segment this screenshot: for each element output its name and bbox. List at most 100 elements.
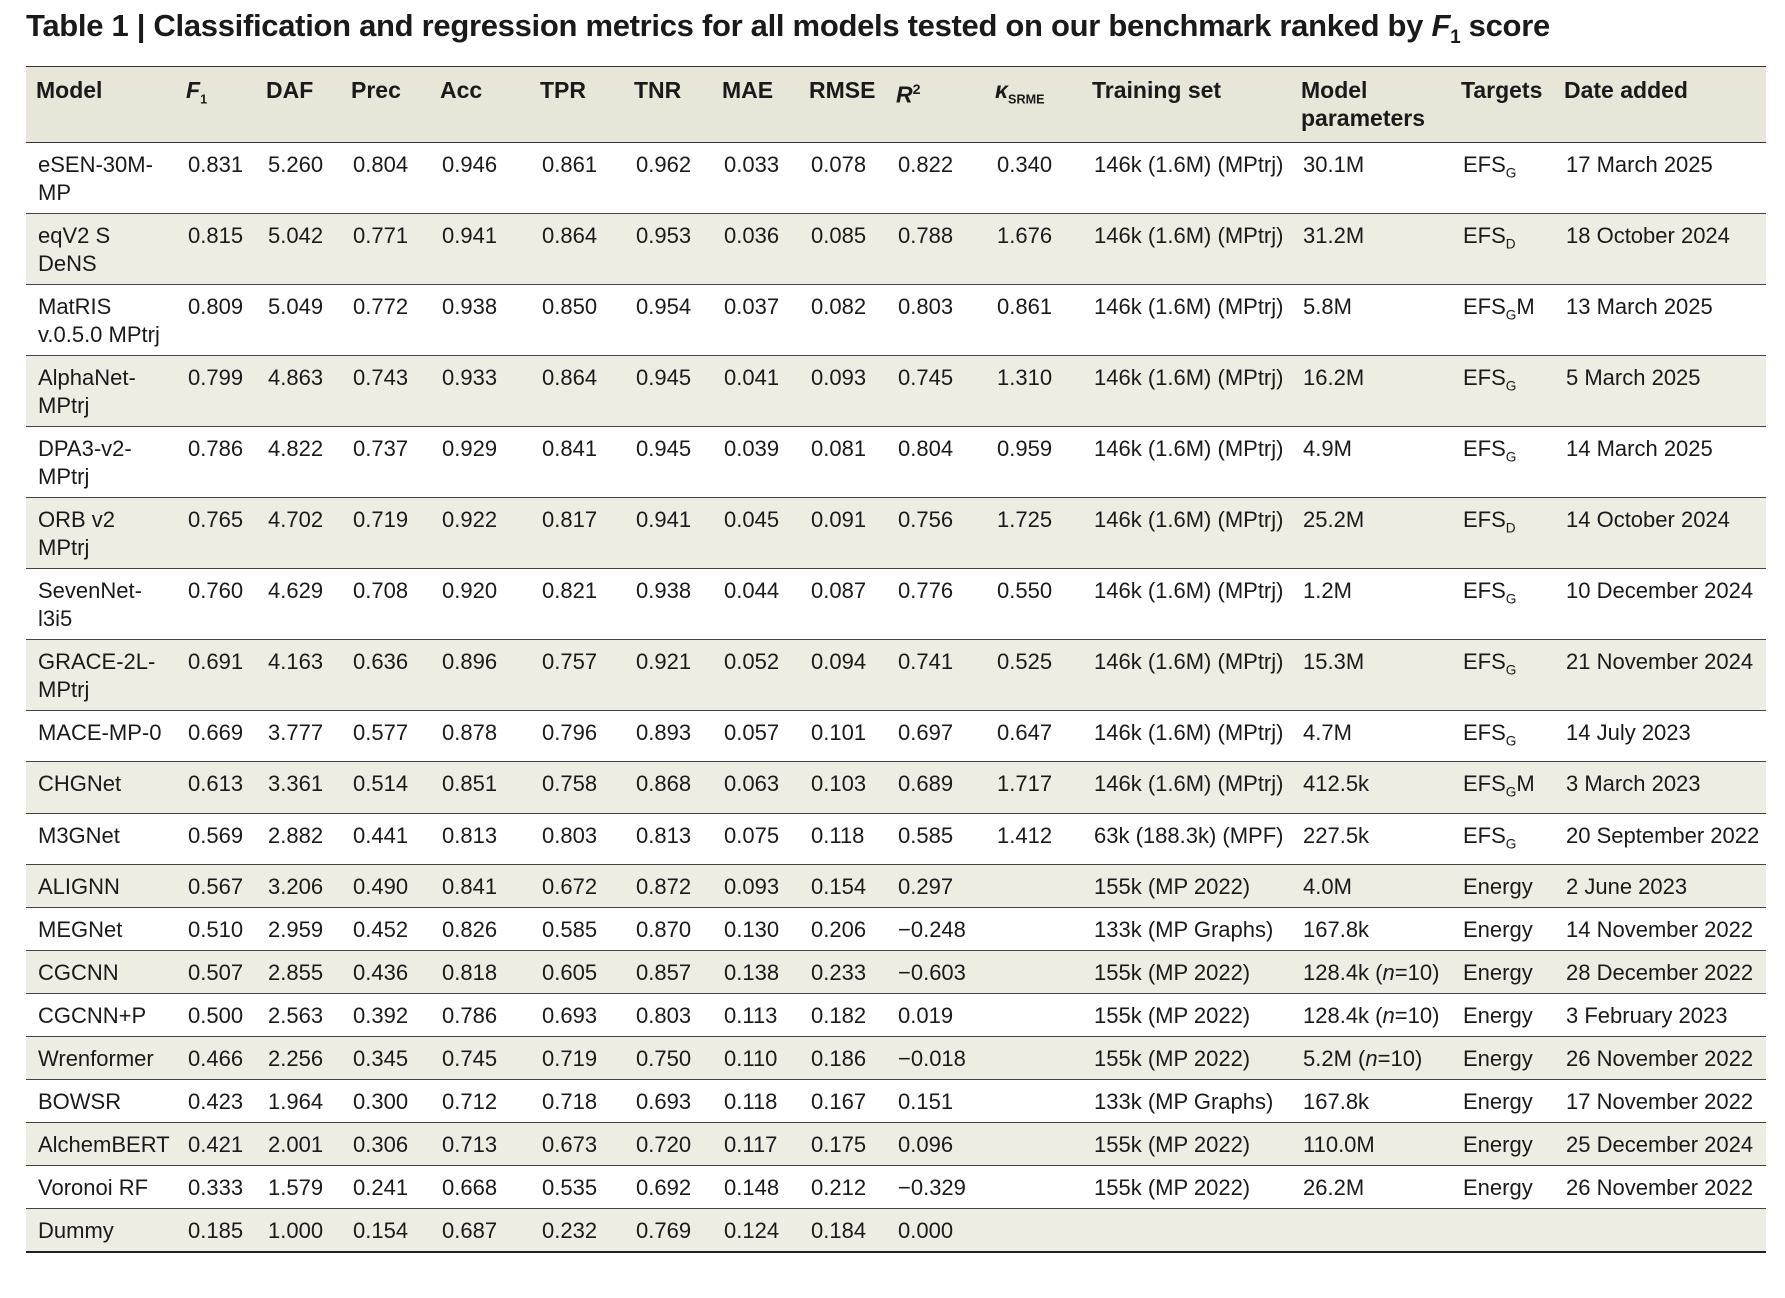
f1-cell: 0.669 — [176, 710, 256, 763]
date-added-cell: 21 November 2024 — [1554, 639, 1766, 711]
tpr-cell: 0.719 — [530, 1036, 624, 1081]
r2-superscript: 2 — [912, 82, 921, 98]
params-value: 15.3M — [1303, 649, 1365, 674]
params-value: 128.4k — [1303, 1003, 1370, 1029]
targets-cell: Energy — [1451, 1165, 1554, 1210]
rmse-cell: 0.184 — [799, 1208, 886, 1254]
rmse-cell: 0.087 — [799, 568, 886, 640]
table-row: eSEN-30M-MP 0.831 5.260 0.804 0.946 0.861 0.96… — [26, 142, 1766, 214]
tpr-cell: 0.864 — [530, 355, 624, 427]
prec-cell: 0.392 — [341, 993, 430, 1038]
table-row: DPA3-v2-MPtrj 0.786 4.822 0.737 0.929 0.841 0.… — [26, 426, 1766, 498]
f1-cell: 0.333 — [176, 1165, 256, 1210]
model-cell: M3GNet — [26, 813, 176, 866]
targets-main: EFS — [1463, 294, 1506, 319]
targets-main: Energy — [1463, 1132, 1533, 1158]
targets-cell — [1451, 1208, 1554, 1254]
model-parameters-cell: 1.2M — [1291, 568, 1451, 640]
mae-cell: 0.033 — [712, 142, 799, 214]
tpr-cell: 0.841 — [530, 426, 624, 498]
r2-cell: 0.756 — [886, 497, 985, 569]
model-parameters-cell: 128.4k (n=10) — [1291, 950, 1451, 995]
table-row: MatRIS v.0.5.0 MPtrj 0.809 5.049 0.772 0.938… — [26, 284, 1766, 356]
col-header-targets: Targets — [1451, 66, 1554, 143]
table-row: CGCNN+P 0.500 2.563 0.392 0.786 0.693 0.803 0.1… — [26, 993, 1766, 1038]
acc-cell: 0.813 — [430, 813, 530, 866]
table-row: M3GNet 0.569 2.882 0.441 0.813 0.803 0.813 0.07… — [26, 813, 1766, 866]
targets-main: EFS — [1463, 649, 1506, 674]
table-row: Voronoi RF 0.333 1.579 0.241 0.668 0.535 0.692… — [26, 1165, 1766, 1210]
daf-cell: 1.964 — [256, 1079, 341, 1124]
table-row: Dummy 0.185 1.000 0.154 0.687 0.232 0.769 0.124… — [26, 1208, 1766, 1254]
params-value: 4.0M — [1303, 874, 1352, 900]
model-cell: CHGNet — [26, 761, 176, 814]
training-set-cell: 146k (1.6M) (MPtrj) — [1082, 142, 1291, 214]
prec-cell: 0.804 — [341, 142, 430, 214]
targets-cell: EFSG — [1451, 142, 1554, 214]
targets-cell: EFSG — [1451, 426, 1554, 498]
acc-cell: 0.941 — [430, 213, 530, 285]
tpr-cell: 0.864 — [530, 213, 624, 285]
kappa-srme-cell: 0.959 — [985, 426, 1082, 498]
date-added-cell: 5 March 2025 — [1554, 355, 1766, 427]
rmse-cell: 0.186 — [799, 1036, 886, 1081]
targets-subscript: G — [1505, 378, 1517, 394]
r2-cell: 0.151 — [886, 1079, 985, 1124]
r2-cell: 0.019 — [886, 993, 985, 1038]
params-value: 26.2M — [1303, 1175, 1365, 1201]
params-value: 4.7M — [1303, 720, 1352, 745]
model-cell: AlchemBERT — [26, 1122, 176, 1167]
prec-cell: 0.241 — [341, 1165, 430, 1210]
date-added-cell: 26 November 2022 — [1554, 1036, 1766, 1081]
table-row: GRACE-2L-MPtrj 0.691 4.163 0.636 0.896 0.757 0… — [26, 639, 1766, 711]
targets-cell: EFSGM — [1451, 761, 1554, 814]
f1-cell: 0.613 — [176, 761, 256, 814]
model-parameters-cell: 412.5k — [1291, 761, 1451, 814]
date-added-cell: 13 March 2025 — [1554, 284, 1766, 356]
params-value: 4.9M — [1303, 436, 1352, 461]
col-header-mae: MAE — [712, 66, 799, 143]
r2-cell: 0.803 — [886, 284, 985, 356]
daf-cell: 3.777 — [256, 710, 341, 763]
targets-cell: Energy — [1451, 993, 1554, 1038]
prec-cell: 0.514 — [341, 761, 430, 814]
model-cell: AlphaNet-MPtrj — [26, 355, 176, 427]
training-set-cell: 155k (MP 2022) — [1082, 864, 1291, 909]
model-parameters-cell: 5.8M — [1291, 284, 1451, 356]
tnr-cell: 0.692 — [624, 1165, 712, 1210]
mae-cell: 0.063 — [712, 761, 799, 814]
tpr-cell: 0.817 — [530, 497, 624, 569]
r2-cell: 0.804 — [886, 426, 985, 498]
kappa-srme-cell: 1.717 — [985, 761, 1082, 814]
r2-cell: −0.248 — [886, 907, 985, 952]
kappa-subscript: SRME — [1008, 92, 1045, 107]
r2-cell: −0.329 — [886, 1165, 985, 1210]
acc-cell: 0.713 — [430, 1122, 530, 1167]
r2-cell: 0.822 — [886, 142, 985, 214]
params-n-value: 10 — [1407, 960, 1433, 986]
targets-suffix: M — [1516, 771, 1535, 797]
params-n-value: 10 — [1407, 1003, 1433, 1029]
targets-main: Energy — [1463, 1175, 1533, 1201]
params-value: 5.8M — [1303, 294, 1352, 319]
tnr-cell: 0.857 — [624, 950, 712, 995]
tnr-cell: 0.803 — [624, 993, 712, 1038]
params-value: 227.5k — [1303, 822, 1370, 848]
tpr-cell: 0.673 — [530, 1122, 624, 1167]
daf-cell: 2.959 — [256, 907, 341, 952]
mae-cell: 0.148 — [712, 1165, 799, 1210]
rmse-cell: 0.103 — [799, 761, 886, 814]
model-cell: MatRIS v.0.5.0 MPtrj — [26, 284, 176, 356]
targets-main: EFS — [1463, 578, 1506, 603]
mae-cell: 0.124 — [712, 1208, 799, 1254]
prec-cell: 0.636 — [341, 639, 430, 711]
model-parameters-cell: 4.9M — [1291, 426, 1451, 498]
tpr-cell: 0.796 — [530, 710, 624, 763]
daf-cell: 3.206 — [256, 864, 341, 909]
tnr-cell: 0.941 — [624, 497, 712, 569]
mae-cell: 0.045 — [712, 497, 799, 569]
date-added-cell: 14 November 2022 — [1554, 907, 1766, 952]
daf-cell: 4.629 — [256, 568, 341, 640]
training-set-cell: 155k (MP 2022) — [1082, 1165, 1291, 1210]
acc-cell: 0.938 — [430, 284, 530, 356]
